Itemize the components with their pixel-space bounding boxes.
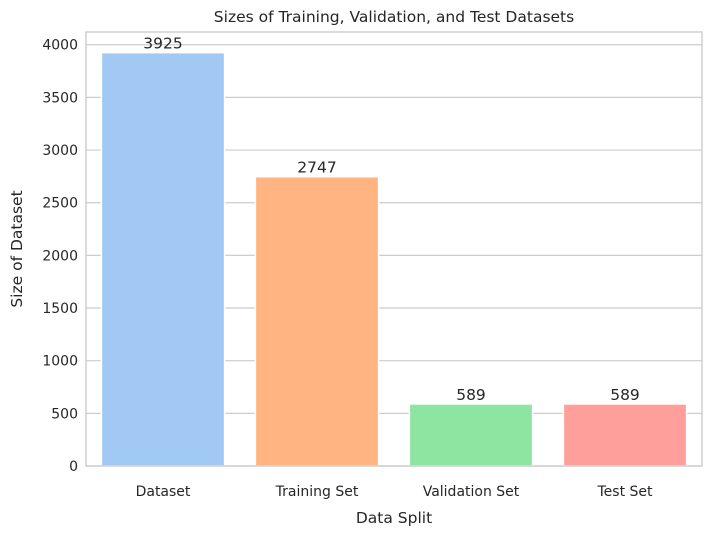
bars [100,51,688,467]
bar-dataset [100,51,226,467]
y-tick-labels: 0 500 1000 1500 2000 2500 3000 3500 4000 [42,38,78,475]
y-axis-title: Size of Dataset [8,190,26,307]
y-tick-label: 500 [51,406,78,422]
bar-validation-set [408,403,534,467]
plot-frame [85,31,703,467]
y-tick-label: 0 [69,459,78,475]
x-tick-label: Dataset [136,484,191,500]
bar-value-label: 589 [610,386,640,404]
bar-value-labels: 3925 2747 589 589 [143,35,640,404]
y-tick-label: 1000 [42,354,78,370]
x-tick-label: Validation Set [423,484,520,500]
bar-value-label: 3925 [143,35,182,53]
y-tick-label: 3000 [42,143,78,159]
x-tick-label: Test Set [596,484,653,500]
bar-training-set [254,175,380,467]
bar-value-label: 2747 [297,159,336,177]
y-tick-label: 2500 [42,196,78,212]
y-tick-label: 1500 [42,301,78,317]
x-tick-labels: Dataset Training Set Validation Set Test Se… [136,484,653,500]
y-tick-label: 2000 [42,248,78,264]
bar-value-label: 589 [456,386,486,404]
y-tick-label: 3500 [42,90,78,106]
x-tick-label: Training Set [275,484,359,500]
chart-title: Sizes of Training, Validation, and Test … [214,8,574,26]
x-axis-title: Data Split [356,509,432,527]
bar-test-set [562,403,688,467]
y-tick-label: 4000 [42,38,78,54]
